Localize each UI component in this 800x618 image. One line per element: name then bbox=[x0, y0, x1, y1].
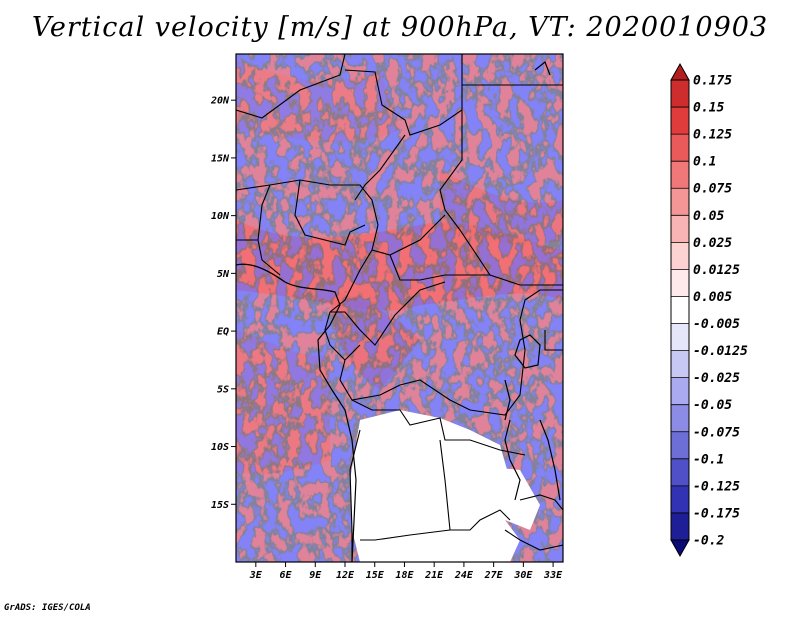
colorbar-level-label: -0.05 bbox=[693, 398, 732, 413]
colorbar-segment bbox=[671, 350, 689, 378]
colorbar-segment bbox=[671, 323, 689, 351]
latitude-axis: 20N 15N 10N 5N EQ 5S 10S 15S bbox=[210, 96, 236, 511]
colorbar-level-label: 0.005 bbox=[693, 290, 732, 305]
colorbar-segment bbox=[671, 188, 689, 216]
colorbar-top-arrow bbox=[670, 62, 690, 81]
colorbar-segment bbox=[671, 512, 689, 540]
lat-tick-label: 15N bbox=[211, 153, 230, 164]
lon-tick-label: 21E bbox=[424, 570, 444, 581]
colorbar-level-label: -0.0125 bbox=[693, 344, 748, 359]
lon-tick-label: 24E bbox=[454, 570, 474, 581]
colorbar-level-label: 0.075 bbox=[693, 182, 732, 197]
colorbar-segment bbox=[671, 377, 689, 405]
colorbar-segment bbox=[671, 485, 689, 513]
lon-tick-label: 15E bbox=[366, 570, 385, 581]
colorbar-level-label: -0.175 bbox=[693, 506, 740, 521]
colorbar-level-label: 0.025 bbox=[693, 236, 732, 251]
lat-tick-label: 15S bbox=[211, 500, 229, 511]
colorbar-level-label: -0.005 bbox=[693, 317, 740, 332]
colorbar-segment bbox=[671, 296, 689, 324]
colorbar-level-label: 0.15 bbox=[693, 101, 724, 116]
colorbar-level-label: -0.075 bbox=[693, 425, 740, 440]
lon-tick-label: 3E bbox=[249, 570, 263, 581]
map-frame bbox=[235, 53, 564, 563]
lat-tick-label: 5S bbox=[217, 384, 229, 395]
lon-tick-label: 12E bbox=[336, 570, 355, 581]
colorbar-segment bbox=[671, 134, 689, 162]
country-borders bbox=[236, 54, 563, 562]
lon-tick-label: 30E bbox=[513, 570, 533, 581]
colorbar-segment bbox=[671, 242, 689, 270]
colorbar-segment bbox=[671, 431, 689, 459]
colorbar-segment bbox=[671, 107, 689, 135]
colorbar-segment bbox=[671, 458, 689, 486]
colorbar-bottom-arrow bbox=[670, 539, 690, 558]
lon-tick-label: 9E bbox=[309, 570, 322, 581]
colorbar-level-label: -0.1 bbox=[693, 452, 724, 467]
longitude-axis: 3E 6E 9E 12E 15E 18E 21E 24E 27E 30E 33E bbox=[249, 562, 563, 581]
colorbar-level-label: 0.05 bbox=[693, 209, 724, 224]
lat-tick-label: 10N bbox=[211, 211, 230, 222]
colorbar-segment bbox=[671, 215, 689, 243]
lon-tick-label: 33E bbox=[543, 570, 563, 581]
lon-tick-label: 18E bbox=[395, 570, 414, 581]
colorbar-level-label: -0.025 bbox=[693, 371, 740, 386]
colorbar-level-label: -0.2 bbox=[693, 534, 724, 549]
lat-tick-label: 10S bbox=[211, 442, 229, 453]
colorbar: 0.175 0.15 0.125 0.1 0.075 0.05 0.025 0.0125 0.0… bbox=[670, 62, 748, 558]
colorbar-level-label: -0.125 bbox=[693, 479, 740, 494]
colorbar-level-label: 0.175 bbox=[693, 74, 732, 89]
coastline bbox=[236, 61, 561, 562]
grads-credit: GrADS: IGES/COLA bbox=[4, 603, 91, 613]
lat-tick-label: EQ bbox=[217, 327, 229, 338]
map-title: Vertical velocity [m/s] at 900hPa, VT: 2… bbox=[31, 12, 769, 43]
colorbar-segment bbox=[671, 80, 689, 108]
lon-tick-label: 6E bbox=[280, 570, 293, 581]
colorbar-level-label: 0.1 bbox=[693, 155, 716, 170]
velocity-field bbox=[236, 54, 563, 562]
lon-tick-label: 27E bbox=[484, 570, 504, 581]
lat-tick-label: 5N bbox=[217, 269, 230, 280]
colorbar-segment bbox=[671, 161, 689, 189]
lat-tick-label: 20N bbox=[210, 96, 230, 107]
colorbar-level-label: 0.0125 bbox=[693, 263, 740, 278]
colorbar-segment bbox=[671, 269, 689, 297]
colorbar-segment bbox=[671, 404, 689, 432]
colorbar-level-label: 0.125 bbox=[693, 128, 732, 143]
